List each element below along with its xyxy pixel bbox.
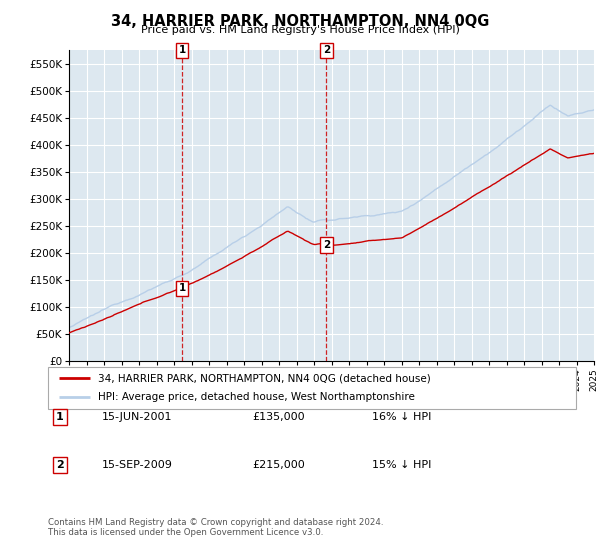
Text: 1: 1 (178, 45, 185, 55)
Text: Contains HM Land Registry data © Crown copyright and database right 2024.
This d: Contains HM Land Registry data © Crown c… (48, 518, 383, 538)
Text: 2: 2 (323, 240, 330, 250)
Text: £215,000: £215,000 (252, 460, 305, 470)
Text: 2: 2 (56, 460, 64, 470)
Text: 2: 2 (323, 45, 330, 55)
Text: 15% ↓ HPI: 15% ↓ HPI (372, 460, 431, 470)
Text: 1: 1 (178, 283, 185, 293)
Text: 15-JUN-2001: 15-JUN-2001 (102, 412, 173, 422)
Text: 15-SEP-2009: 15-SEP-2009 (102, 460, 173, 470)
FancyBboxPatch shape (48, 367, 576, 409)
Text: HPI: Average price, detached house, West Northamptonshire: HPI: Average price, detached house, West… (98, 393, 415, 403)
Text: 1: 1 (56, 412, 64, 422)
Text: 34, HARRIER PARK, NORTHAMPTON, NN4 0QG: 34, HARRIER PARK, NORTHAMPTON, NN4 0QG (111, 14, 489, 29)
Text: 16% ↓ HPI: 16% ↓ HPI (372, 412, 431, 422)
Text: 34, HARRIER PARK, NORTHAMPTON, NN4 0QG (detached house): 34, HARRIER PARK, NORTHAMPTON, NN4 0QG (… (98, 373, 431, 383)
Text: £135,000: £135,000 (252, 412, 305, 422)
Text: Price paid vs. HM Land Registry's House Price Index (HPI): Price paid vs. HM Land Registry's House … (140, 25, 460, 35)
